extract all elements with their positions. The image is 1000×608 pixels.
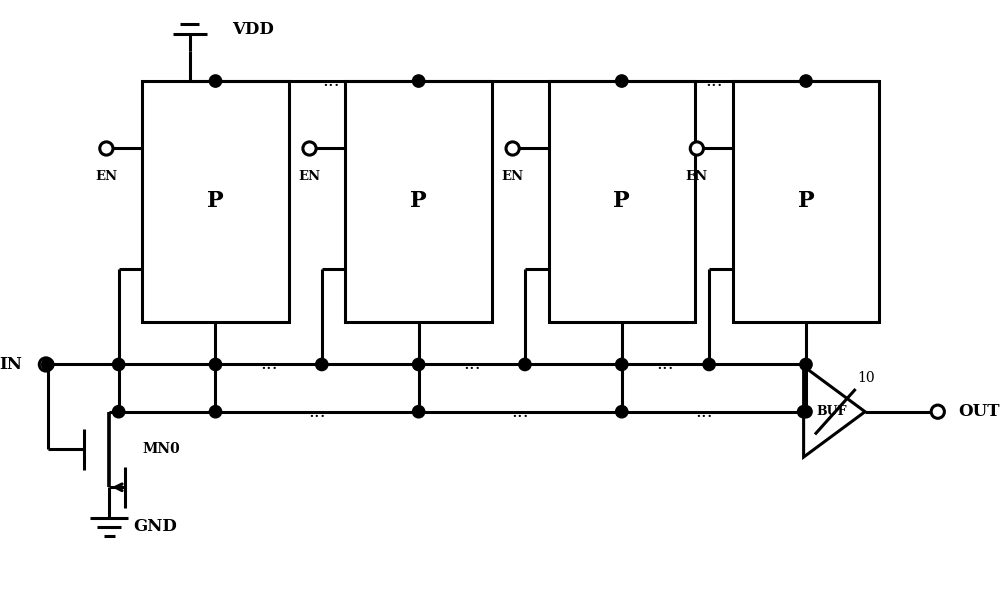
Circle shape	[797, 406, 810, 418]
Circle shape	[209, 406, 222, 418]
Text: ...: ...	[657, 356, 674, 373]
Text: EN: EN	[95, 170, 117, 184]
Circle shape	[113, 406, 125, 418]
Circle shape	[209, 75, 222, 87]
Circle shape	[931, 405, 944, 418]
Text: ...: ...	[705, 72, 723, 90]
Circle shape	[412, 358, 425, 371]
Text: ...: ...	[260, 356, 277, 373]
Text: ...: ...	[511, 402, 529, 421]
Text: MN0: MN0	[142, 443, 180, 457]
Circle shape	[800, 358, 812, 371]
Circle shape	[690, 142, 703, 155]
Text: BUF: BUF	[816, 405, 847, 418]
Circle shape	[412, 75, 425, 87]
Circle shape	[616, 358, 628, 371]
Text: P: P	[798, 190, 814, 212]
Circle shape	[303, 142, 316, 155]
Text: P: P	[410, 190, 427, 212]
Bar	[733, 81, 879, 322]
Circle shape	[519, 358, 531, 371]
Circle shape	[800, 75, 812, 87]
Text: GND: GND	[133, 519, 177, 536]
Bar	[549, 81, 695, 322]
Text: EN: EN	[298, 170, 321, 184]
Text: OUT: OUT	[959, 403, 1000, 420]
Text: EN: EN	[502, 170, 524, 184]
Circle shape	[506, 142, 519, 155]
Text: P: P	[207, 190, 224, 212]
Text: EN: EN	[686, 170, 708, 184]
Circle shape	[412, 406, 425, 418]
Circle shape	[42, 358, 54, 371]
Text: P: P	[613, 190, 630, 212]
Circle shape	[209, 358, 222, 371]
Text: VDD: VDD	[232, 21, 274, 38]
Circle shape	[800, 406, 812, 418]
Circle shape	[616, 75, 628, 87]
Text: ...: ...	[308, 402, 326, 421]
Circle shape	[316, 358, 328, 371]
Text: ...: ...	[322, 72, 340, 90]
Text: ...: ...	[463, 356, 481, 373]
Circle shape	[616, 406, 628, 418]
Circle shape	[113, 358, 125, 371]
Bar	[345, 81, 492, 322]
Text: IN: IN	[0, 356, 22, 373]
Circle shape	[703, 358, 715, 371]
Circle shape	[39, 358, 53, 371]
Bar	[142, 81, 289, 322]
Polygon shape	[804, 367, 865, 457]
Circle shape	[100, 142, 113, 155]
Text: 10: 10	[857, 371, 875, 385]
Text: ...: ...	[696, 402, 713, 421]
